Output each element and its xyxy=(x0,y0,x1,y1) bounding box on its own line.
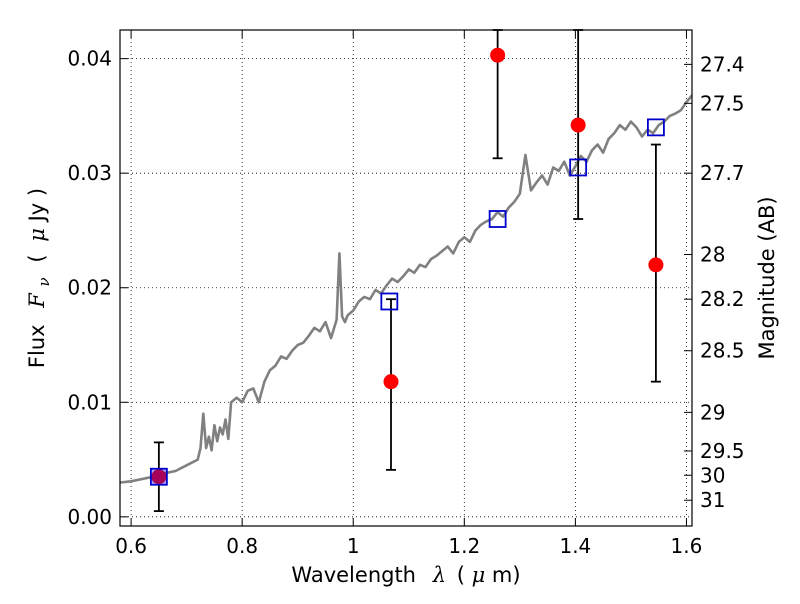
y-axis-unit-rest: Jy ) xyxy=(25,188,49,224)
y2-tick-label: 31 xyxy=(700,488,725,512)
x-tick-label: 0.6 xyxy=(115,534,147,558)
x-axis-unit-mu: μ xyxy=(472,563,486,587)
x-axis-unit-rest: m) xyxy=(492,563,521,587)
y-tick-label: 0.03 xyxy=(67,161,112,185)
y-tick-label: 0.01 xyxy=(67,390,112,414)
y2-tick-label: 27.5 xyxy=(700,91,745,115)
x-axis-symbol: λ xyxy=(432,563,446,587)
x-tick-label: 0.8 xyxy=(226,534,258,558)
y2-tick-label: 29 xyxy=(700,400,725,424)
x-tick-label: 1.2 xyxy=(448,534,480,558)
y-tick-label: 0.04 xyxy=(67,47,112,71)
flux-point xyxy=(151,469,167,485)
y2-tick-label: 28.2 xyxy=(700,287,745,311)
y-axis-title-text: Flux xyxy=(25,324,49,368)
model-square xyxy=(569,158,588,177)
y-axis-subscript: ν xyxy=(35,277,53,286)
data-layer xyxy=(120,94,692,484)
y-axis-title: Flux F ν ( μ Jy ) xyxy=(25,188,54,368)
spectrum-line xyxy=(120,94,692,484)
y2-tick-label: 27.4 xyxy=(700,52,745,76)
y2-tick-label: 27.7 xyxy=(700,161,745,185)
y-axis-symbol: F xyxy=(25,292,49,309)
flux-point xyxy=(570,117,586,133)
y2-axis-title: Magnitude (AB) xyxy=(755,196,779,359)
tick-layer: 0.6 0.8 1 1.2 1.4 1.6 0.00 0.01 0.02 0.03 0.04 27.4… xyxy=(67,30,745,558)
x-axis-unit-open: ( xyxy=(457,563,465,587)
y2-tick-label: 28 xyxy=(700,243,725,267)
y2-tick-label: 29.5 xyxy=(700,439,745,463)
model-square xyxy=(149,467,168,486)
x-tick-label: 1 xyxy=(347,534,360,558)
x-tick-label: 1.4 xyxy=(559,534,591,558)
flux-point xyxy=(383,374,399,390)
y2-tick-label: 30 xyxy=(700,463,725,487)
y-tick-label: 0.00 xyxy=(67,505,112,529)
model-square xyxy=(380,292,399,311)
grid-layer xyxy=(120,30,692,526)
x-axis-title: Wavelength λ ( μ m) xyxy=(291,563,520,587)
x-axis-title-text: Wavelength xyxy=(291,563,416,587)
x-tick-label: 1.6 xyxy=(671,534,703,558)
y-axis-unit-open: ( xyxy=(25,254,49,262)
y-axis-unit-mu: μ xyxy=(25,228,49,242)
model-square xyxy=(647,118,665,137)
plot-frame xyxy=(119,29,693,527)
flux-point xyxy=(490,47,506,63)
flux-point xyxy=(648,257,664,273)
y-tick-label: 0.02 xyxy=(67,276,112,300)
y2-tick-label: 28.5 xyxy=(700,339,745,363)
plot-background xyxy=(120,30,692,526)
model-square xyxy=(488,210,507,228)
